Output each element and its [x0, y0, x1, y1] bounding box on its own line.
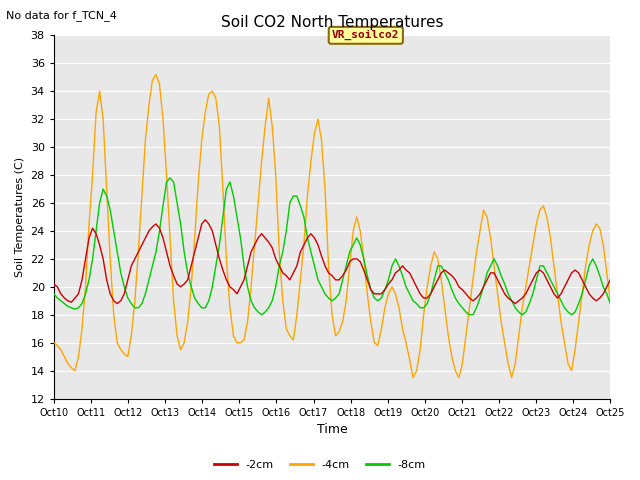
Title: Soil CO2 North Temperatures: Soil CO2 North Temperatures [221, 15, 444, 30]
Text: VR_soilco2: VR_soilco2 [332, 30, 399, 40]
X-axis label: Time: Time [317, 423, 348, 436]
Legend: -2cm, -4cm, -8cm: -2cm, -4cm, -8cm [210, 456, 430, 474]
Text: No data for f_TCN_4: No data for f_TCN_4 [6, 10, 117, 21]
Y-axis label: Soil Temperatures (C): Soil Temperatures (C) [15, 157, 25, 277]
